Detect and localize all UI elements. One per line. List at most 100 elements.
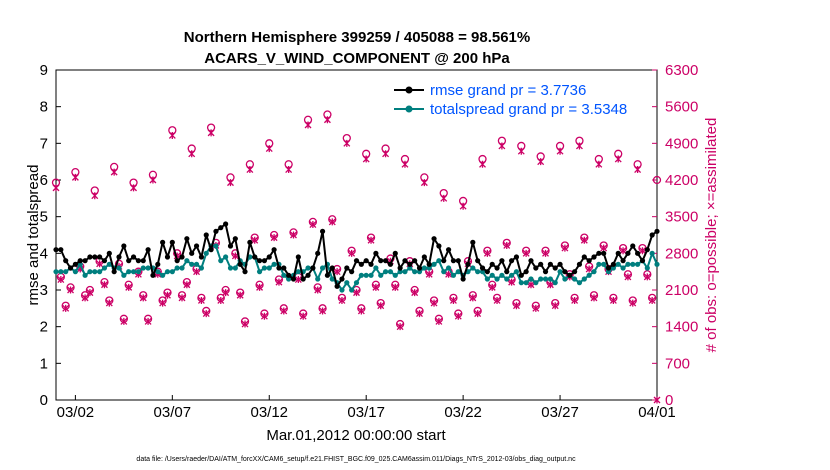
rmse-point [150, 272, 156, 278]
obs-assimilated-point [508, 278, 516, 286]
left-tick-label: 5 [40, 209, 48, 226]
obs-assimilated-point [517, 147, 525, 155]
totalspread-point [174, 265, 180, 271]
totalspread-point [363, 272, 369, 278]
totalspread-point [475, 269, 481, 275]
rmse-point [276, 265, 282, 271]
obs-assimilated-point [575, 142, 583, 150]
rmse-point [421, 254, 427, 260]
obs-assimilated-point [304, 121, 312, 129]
totalspread-point [315, 276, 321, 282]
rmse-point [601, 250, 607, 256]
totalspread-point [610, 265, 616, 271]
obs-assimilated-point [527, 281, 535, 289]
obs-assimilated-point [614, 155, 622, 163]
rmse-point [649, 232, 655, 238]
obs-assimilated-point [168, 131, 176, 139]
rmse-point [402, 258, 408, 264]
obs-assimilated-point [101, 281, 108, 289]
totalspread-point [58, 269, 64, 275]
rmse-point [542, 269, 549, 275]
obs-assimilated-point [328, 218, 336, 226]
rmse-point [639, 258, 646, 264]
rmse-point [363, 258, 369, 264]
obs-assimilated-point [469, 294, 477, 302]
rmse-point [576, 261, 583, 267]
rmse-point [436, 243, 442, 249]
obs-assimilated-point [411, 289, 419, 297]
rmse-point [489, 261, 495, 267]
totalspread-point [572, 276, 578, 282]
legend-spread-label: totalspread grand pr = 3.5348 [430, 101, 627, 118]
obs-assimilated-point [648, 296, 656, 304]
totalspread-point [82, 272, 88, 278]
totalspread-point [494, 276, 500, 282]
rmse-point [310, 265, 316, 271]
obs-assimilated-point [362, 155, 370, 163]
totalspread-point [160, 272, 166, 278]
rmse-point [596, 250, 602, 256]
rmse-point [324, 272, 331, 278]
totalspread-point [189, 261, 195, 267]
obs-assimilated-point [67, 286, 74, 294]
obs-assimilated-point [653, 396, 661, 404]
rmse-point [256, 258, 263, 264]
left-tick-label: 9 [40, 62, 48, 79]
rmse-point [135, 258, 141, 264]
left-tick-label: 3 [40, 282, 48, 299]
rmse-point [373, 250, 379, 256]
obs-assimilated-point [600, 244, 608, 252]
obs-assimilated-point [425, 270, 433, 278]
y-axis-left-label: rmse and totalspread [25, 165, 42, 306]
obs-assimilated-point [512, 302, 520, 310]
totalspread-point [145, 265, 151, 271]
y-axis-right-label: # of obs: o=possible; ×=assimilated [703, 118, 720, 353]
totalspread-point [499, 272, 505, 278]
chart-title-line2: ACARS_V_WIND_COMPONENT @ 200 hPa [204, 50, 510, 67]
obs-assimilated-point [71, 173, 79, 181]
totalspread-point [542, 276, 549, 282]
obs-assimilated-point [256, 283, 264, 291]
totalspread-point [489, 272, 495, 278]
obs-assimilated-point [459, 202, 467, 210]
totalspread-point [538, 276, 544, 282]
totalspread-point [591, 269, 597, 275]
totalspread-point [630, 261, 636, 267]
obs-assimilated-point [139, 294, 147, 302]
rmse-point [140, 258, 146, 264]
rmse-point [213, 228, 219, 234]
rmse-point [450, 258, 457, 264]
obs-assimilated-point [251, 236, 259, 244]
rmse-point [232, 236, 238, 242]
x-tick-label: 04/01 [638, 404, 676, 421]
rmse-point [286, 272, 292, 278]
totalspread-point [101, 265, 108, 271]
obs-assimilated-point [86, 289, 94, 297]
obs-assimilated-point [372, 283, 380, 291]
rmse-point [193, 243, 200, 249]
totalspread-point [256, 269, 263, 275]
obs-assimilated-point [343, 139, 351, 147]
totalspread-point [295, 269, 301, 275]
obs-assimilated-point [619, 247, 627, 255]
rmse-point [441, 258, 447, 264]
obs-assimilated-point [188, 150, 196, 158]
obs-assimilated-point [299, 312, 307, 320]
obs-assimilated-point [105, 299, 113, 307]
rmse-point [465, 261, 471, 267]
obs-assimilated-point [110, 168, 118, 176]
left-tick-label: 6 [40, 172, 48, 189]
totalspread-point [281, 272, 287, 278]
obs-assimilated-point [435, 317, 443, 325]
rmse-point [494, 265, 500, 271]
rmse-point [130, 254, 137, 260]
totalspread-point [319, 265, 326, 271]
totalspread-point [126, 269, 132, 275]
totalspread-point [441, 269, 447, 275]
obs-possible-point [652, 175, 662, 185]
totalspread-point [387, 269, 394, 275]
legend-rmse-label: rmse grand pr = 3.7736 [430, 82, 586, 99]
totalspread-point [344, 280, 350, 286]
obs-assimilated-point [52, 184, 60, 192]
